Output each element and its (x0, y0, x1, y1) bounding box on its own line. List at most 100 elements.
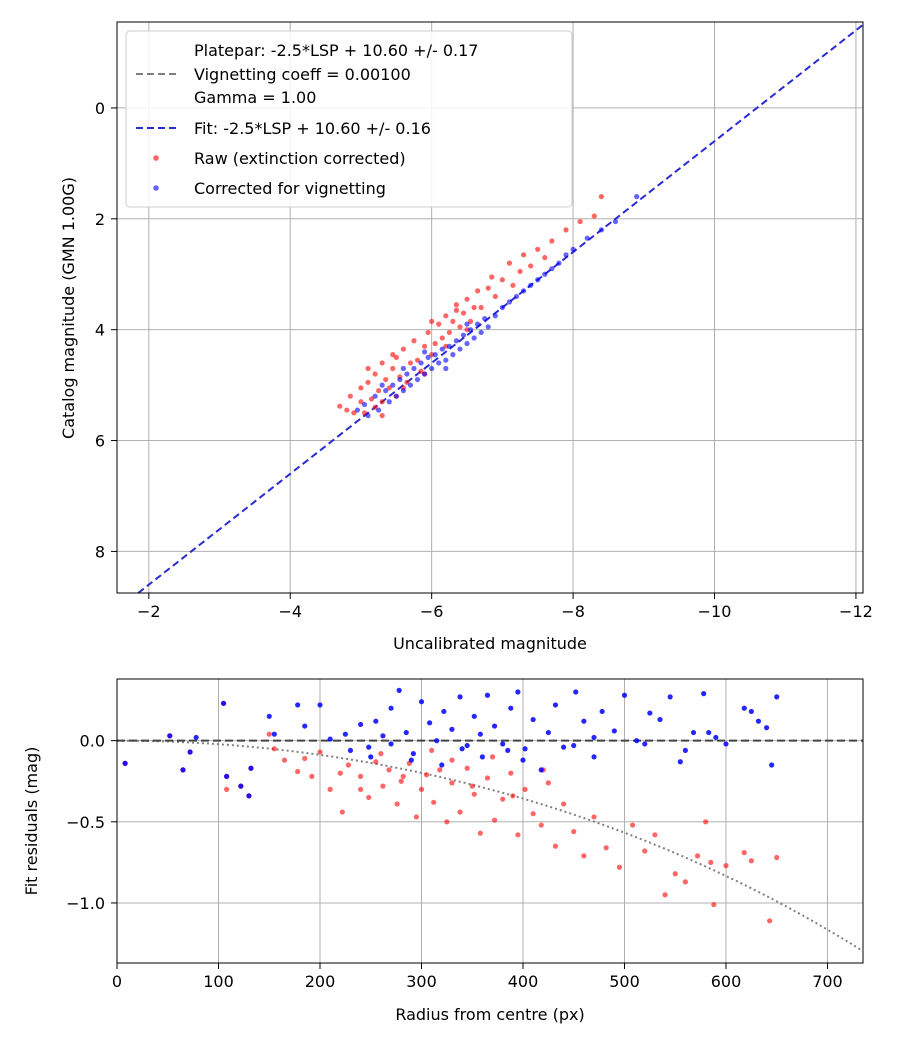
bottom-y-tick-label: −0.5 (66, 813, 105, 832)
corrected-residual-point (520, 757, 526, 763)
raw-residual-point (741, 850, 747, 856)
raw-point (386, 385, 392, 391)
top-panel: −2 −4 −6 −8 −10 −12 0 2 4 6 8 Uncalibrated magnit… (59, 21, 873, 653)
top-x-tick-label: −8 (561, 602, 585, 621)
raw-point (400, 346, 406, 352)
corrected-point (404, 371, 410, 377)
raw-residual-point (616, 864, 623, 870)
raw-residual-point (224, 786, 230, 792)
corrected-point (471, 335, 477, 341)
corrected-residual-point (530, 716, 536, 723)
top-y-tick-label: 4 (95, 321, 105, 340)
corrected-residual-point (677, 759, 683, 765)
raw-point (506, 260, 513, 266)
raw-residual-point (418, 786, 425, 792)
raw-residual-point (302, 755, 308, 762)
corrected-residual-point (508, 705, 514, 711)
corrected-residual-point (479, 754, 485, 760)
bottom-x-tick-label: 700 (812, 972, 843, 991)
raw-point (379, 360, 385, 366)
raw-residual-point (423, 772, 430, 778)
top-y-tick-label: 6 (95, 432, 105, 451)
raw-residual-point (560, 801, 567, 807)
raw-residual-point (723, 863, 729, 869)
corrected-point (400, 365, 406, 372)
corrected-residual-point (441, 708, 447, 715)
top-x-tick-label: −12 (839, 602, 873, 621)
corrected-residual-point (357, 721, 364, 728)
raw-residual-point (471, 791, 477, 797)
legend: Platepar: -2.5*LSP + 10.60 +/- 0.17 Vign… (125, 30, 573, 208)
corrected-point (584, 235, 590, 241)
raw-point (577, 218, 583, 225)
corrected-residual-point (621, 692, 628, 698)
raw-point (365, 379, 371, 385)
corrected-point (365, 413, 371, 419)
corrected-point (513, 293, 520, 300)
corrected-point (542, 271, 548, 277)
bottom-reference-lines (117, 739, 864, 952)
bottom-panel: 0 100 200 300 400 500 600 700 0.0 −0.5 −1.0 Radiu… (22, 678, 864, 1024)
raw-point (475, 288, 481, 294)
raw-residual-point (398, 778, 404, 784)
corrected-point (464, 321, 470, 327)
top-y-tick-label: 8 (95, 542, 105, 561)
raw-residual-point (552, 843, 559, 849)
raw-point (383, 376, 389, 383)
legend-fit-label: Fit: -2.5*LSP + 10.60 +/- 0.16 (194, 119, 431, 138)
bottom-y-tick-label: 0.0 (80, 732, 105, 751)
corrected-residual-point (295, 702, 301, 708)
top-points (337, 194, 640, 419)
raw-residual-point (345, 762, 352, 768)
bottom-x-tick-label: 600 (711, 972, 742, 991)
corrected-point (354, 407, 361, 413)
corrected-residual-point (167, 733, 173, 739)
raw-residual-point (672, 871, 678, 877)
raw-point (453, 307, 460, 313)
raw-residual-point (437, 767, 443, 773)
corrected-residual-point (368, 754, 374, 760)
raw-point (379, 413, 385, 419)
raw-point (598, 194, 604, 200)
corrected-residual-point (248, 765, 254, 771)
corrected-point (393, 393, 399, 399)
raw-point (549, 238, 555, 244)
corrected-residual-point (388, 705, 394, 711)
corrected-residual-point (701, 691, 707, 697)
bottom-plot-area (117, 679, 863, 963)
corrected-residual-point (657, 716, 663, 723)
corrected-residual-point (238, 783, 244, 789)
corrected-residual-point (327, 736, 333, 742)
corrected-residual-point (538, 767, 544, 773)
raw-point (478, 304, 484, 311)
corrected-point (421, 371, 428, 377)
corrected-residual-point (439, 762, 445, 768)
raw-residual-point (413, 814, 420, 820)
corrected-residual-point (449, 726, 455, 732)
corrected-residual-point (380, 733, 386, 739)
corrected-residual-point (464, 742, 470, 749)
raw-residual-point (366, 794, 372, 801)
corrected-residual-point (599, 708, 605, 715)
corrected-residual-point (505, 747, 511, 754)
raw-residual-point (774, 854, 780, 861)
corrected-residual-point (522, 746, 528, 752)
top-y-axis-label: Catalog magnitude (GMN 1.00G) (59, 177, 78, 439)
raw-residual-point (444, 819, 450, 825)
raw-point (351, 410, 357, 416)
bottom-x-tick-label: 500 (609, 972, 640, 991)
corrected-point (528, 282, 534, 288)
corrected-point (598, 227, 604, 233)
raw-point (390, 352, 396, 358)
corrected-point (485, 324, 491, 330)
raw-residual-point (489, 754, 496, 760)
raw-point (418, 368, 424, 374)
bottom-x-tick-label: 100 (203, 972, 234, 991)
corrected-point (376, 407, 382, 413)
top-x-ticks: −2 −4 −6 −8 −10 −12 (137, 593, 873, 621)
corrected-residual-point (122, 760, 128, 766)
raw-residual-point (429, 747, 435, 754)
raw-residual-point (373, 759, 379, 765)
raw-residual-point (457, 809, 463, 815)
corrected-point (570, 246, 576, 252)
